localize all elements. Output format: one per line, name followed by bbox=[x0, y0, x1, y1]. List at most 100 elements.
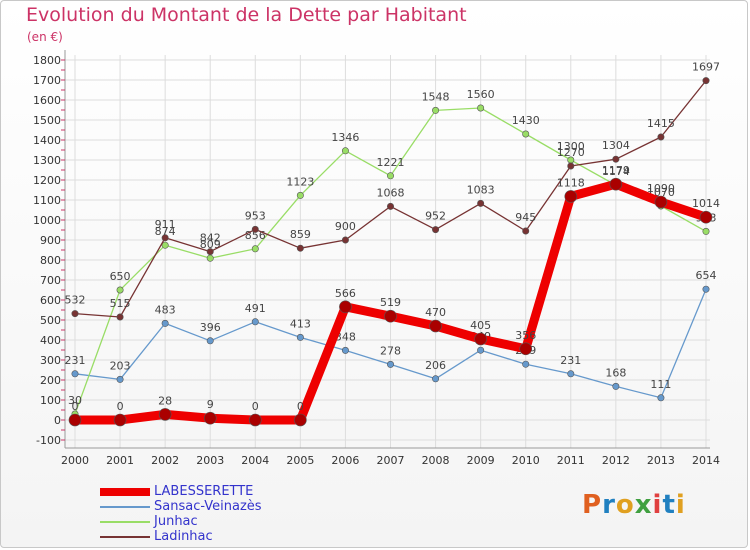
x-tick-label: 2006 bbox=[331, 454, 359, 467]
y-tick-label: 1600 bbox=[33, 94, 61, 107]
series-point-0 bbox=[339, 300, 352, 314]
data-label: 405 bbox=[470, 319, 491, 332]
data-label: 911 bbox=[155, 218, 176, 231]
y-tick-label: 700 bbox=[40, 274, 61, 287]
series-point-1 bbox=[522, 360, 530, 368]
data-label: 952 bbox=[425, 210, 446, 223]
data-label: 1123 bbox=[286, 175, 314, 188]
logo-letter: i bbox=[675, 490, 686, 520]
x-tick-label: 2009 bbox=[467, 454, 495, 467]
data-label: 650 bbox=[110, 270, 131, 283]
data-label: 515 bbox=[110, 297, 131, 310]
legend-swatch bbox=[100, 535, 150, 538]
data-label: 28 bbox=[158, 394, 172, 407]
y-tick-label: 800 bbox=[40, 254, 61, 267]
series-point-3 bbox=[251, 225, 259, 233]
x-tick-label: 2003 bbox=[196, 454, 224, 467]
x-tick-label: 2000 bbox=[61, 454, 89, 467]
series-point-2 bbox=[296, 191, 304, 199]
data-label: 0 bbox=[297, 400, 304, 413]
logo-letter: x bbox=[634, 490, 653, 520]
series-point-0 bbox=[654, 195, 668, 209]
x-tick-label: 2013 bbox=[647, 454, 675, 467]
y-tick-label: 1400 bbox=[33, 134, 61, 147]
y-tick-label: 1200 bbox=[33, 174, 61, 187]
logo-letter: t bbox=[662, 490, 676, 520]
series-point-3 bbox=[161, 234, 169, 242]
series-point-2 bbox=[341, 147, 349, 155]
chart-title: Evolution du Montant de la Dette par Hab… bbox=[26, 4, 467, 26]
y-tick-label: 1000 bbox=[33, 214, 61, 227]
x-tick-label: 2008 bbox=[422, 454, 450, 467]
data-label: 654 bbox=[696, 269, 717, 282]
series-point-3 bbox=[477, 199, 485, 207]
data-label: 1014 bbox=[692, 197, 720, 210]
data-label: 1560 bbox=[467, 88, 495, 101]
data-label: 1304 bbox=[602, 139, 630, 152]
data-label: 953 bbox=[245, 209, 266, 222]
series-point-0 bbox=[474, 332, 487, 346]
series-point-3 bbox=[341, 236, 349, 244]
y-tick-label: 300 bbox=[40, 354, 61, 367]
logo-letter: r bbox=[602, 490, 616, 520]
data-label: 1083 bbox=[467, 183, 495, 196]
data-label: 1174 bbox=[602, 165, 630, 178]
series-point-1 bbox=[567, 370, 575, 378]
legend-label: Sansac-Veinazès bbox=[154, 499, 262, 514]
logo-letter: P bbox=[582, 490, 603, 520]
data-label: 859 bbox=[290, 228, 311, 241]
series-point-2 bbox=[161, 241, 169, 249]
data-label: 1270 bbox=[557, 146, 585, 159]
series-point-1 bbox=[432, 375, 440, 383]
data-label: 356 bbox=[515, 329, 536, 342]
y-tick-label: -100 bbox=[36, 434, 61, 447]
y-tick-label: 200 bbox=[40, 374, 61, 387]
series-point-1 bbox=[251, 318, 259, 326]
series-point-3 bbox=[386, 202, 394, 210]
series-point-0 bbox=[68, 413, 82, 427]
data-label: 278 bbox=[380, 344, 401, 357]
legend-swatch bbox=[100, 520, 150, 523]
y-tick-label: 1500 bbox=[33, 114, 61, 127]
y-tick-label: 600 bbox=[40, 294, 61, 307]
y-tick-label: 1700 bbox=[33, 74, 61, 87]
data-label: 566 bbox=[335, 287, 356, 300]
series-point-2 bbox=[432, 106, 440, 114]
x-tick-label: 2001 bbox=[106, 454, 134, 467]
x-tick-label: 2011 bbox=[557, 454, 585, 467]
data-label: 809 bbox=[200, 238, 221, 251]
series-point-1 bbox=[116, 375, 124, 383]
data-label: 1697 bbox=[692, 61, 720, 74]
series-point-1 bbox=[657, 394, 665, 402]
data-label: 1415 bbox=[647, 117, 675, 130]
data-label: 1548 bbox=[422, 90, 450, 103]
legend: LABESSERETTE Sansac-Veinazès Junhac Ladinha… bbox=[100, 484, 262, 544]
data-label: 111 bbox=[650, 378, 671, 391]
y-tick-label: 500 bbox=[40, 314, 61, 327]
series-point-1 bbox=[206, 337, 214, 345]
series-point-3 bbox=[432, 226, 440, 234]
series-point-2 bbox=[477, 104, 485, 112]
data-label: 491 bbox=[245, 302, 266, 315]
logo-letter: o bbox=[615, 490, 635, 520]
legend-swatch bbox=[100, 487, 150, 496]
series-point-1 bbox=[386, 360, 394, 368]
series-point-1 bbox=[161, 319, 169, 327]
legend-label: LABESSERETTE bbox=[154, 484, 254, 499]
data-label: 532 bbox=[65, 294, 86, 307]
series-point-1 bbox=[477, 346, 485, 354]
series-point-3 bbox=[116, 313, 124, 321]
x-tick-label: 2010 bbox=[512, 454, 540, 467]
data-label: 0 bbox=[117, 400, 124, 413]
x-tick-label: 2005 bbox=[286, 454, 314, 467]
series-point-0 bbox=[519, 342, 533, 356]
data-label: 1179 bbox=[602, 164, 630, 177]
series-point-0 bbox=[564, 190, 578, 203]
legend-label: Junhac bbox=[154, 514, 198, 529]
series-point-0 bbox=[294, 413, 307, 427]
series-point-1 bbox=[296, 333, 304, 341]
series-point-3 bbox=[206, 248, 214, 256]
data-label: 1300 bbox=[557, 140, 585, 153]
